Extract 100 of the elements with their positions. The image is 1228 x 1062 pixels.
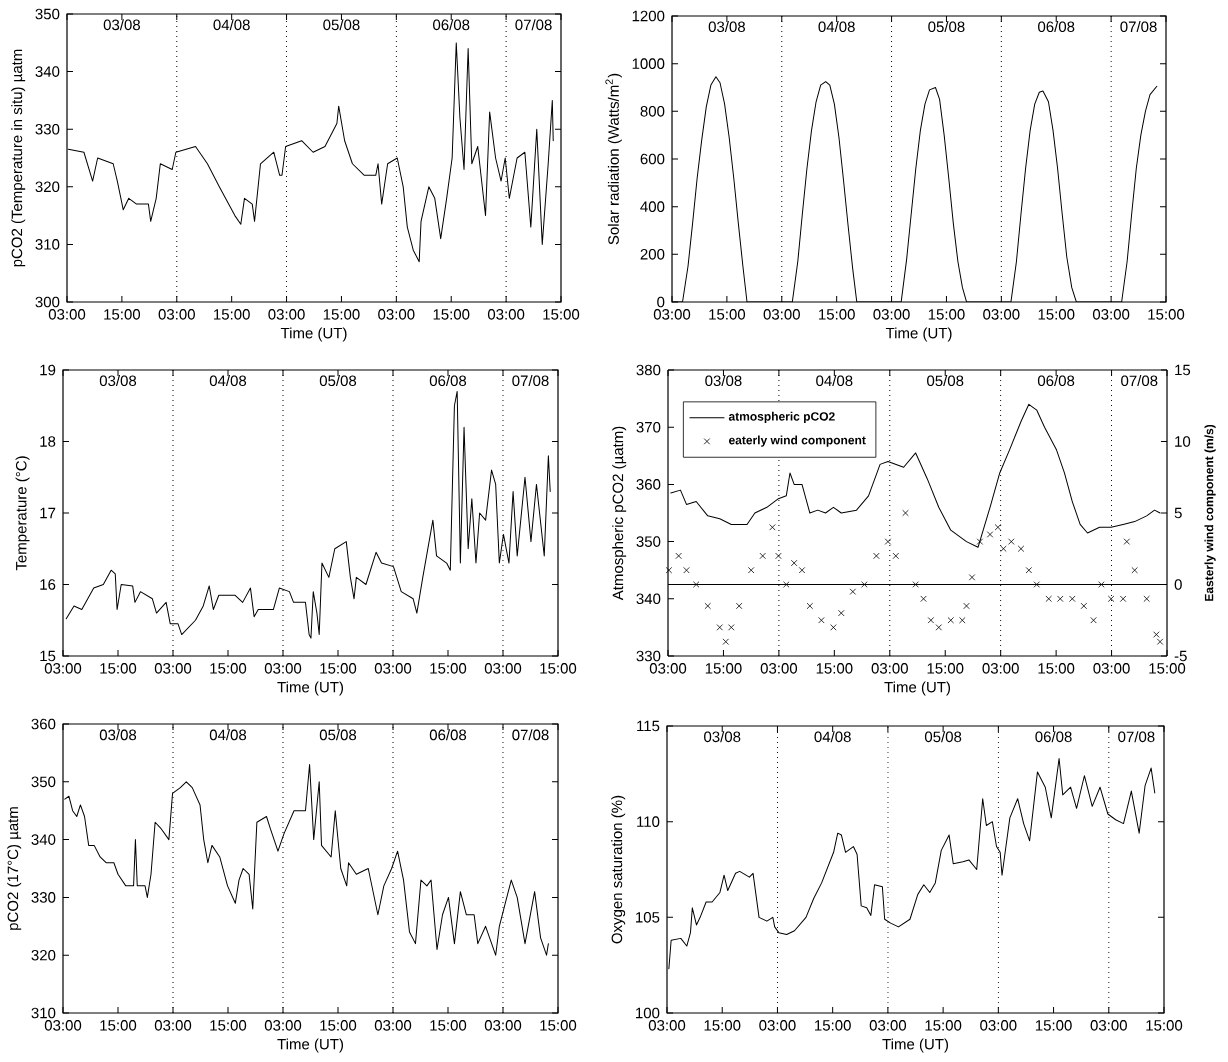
- y-tick-label: 105: [636, 912, 660, 923]
- x-tick-label: 15:00: [323, 309, 360, 320]
- x-tick-label: 15:00: [543, 309, 580, 320]
- x-tick-label: 03:00: [759, 1020, 796, 1031]
- x-tick-label: 03:00: [48, 309, 86, 320]
- annotation: 04/08: [209, 729, 247, 741]
- x-tick-label: 15:00: [927, 663, 964, 674]
- annotation: 05/08: [319, 729, 357, 741]
- annotation: 05/08: [319, 375, 357, 387]
- annotation: 03/08: [708, 21, 745, 33]
- annotation: 06/08: [1038, 21, 1075, 33]
- x-tick-label: 03:00: [268, 309, 305, 320]
- y-tick-label: 340: [636, 593, 661, 605]
- annotation: 03/08: [99, 375, 137, 387]
- annotation: 03/08: [99, 729, 137, 741]
- x-tick-label: 03:00: [374, 663, 412, 674]
- x-tick-label: 15:00: [210, 1020, 247, 1031]
- annotation: 07/08: [512, 729, 549, 741]
- x-tick-label: 03:00: [484, 1020, 522, 1031]
- x-tick-label: 15:00: [540, 663, 577, 674]
- y-tick-label: 350: [636, 536, 661, 547]
- x-tick-label: 03:00: [760, 663, 798, 674]
- annotation: 05/08: [924, 731, 962, 743]
- x-tick-label: 15:00: [928, 309, 965, 320]
- x-axis-title: Time (UT): [277, 1038, 344, 1053]
- x-tick-label: 15:00: [815, 1020, 851, 1031]
- y-axis-title: Oxygen saturation (%): [611, 795, 626, 944]
- y-tick-label: 370: [636, 421, 661, 433]
- y-tick-label: 15: [40, 650, 56, 662]
- y-tick-label: 200: [640, 249, 665, 260]
- legend-label: eaterly wind component: [728, 435, 866, 447]
- y-tick-label: 110: [637, 816, 660, 827]
- annotation: 03/08: [103, 19, 140, 31]
- y-axis-title: Temperature (°C): [15, 456, 30, 571]
- y2-tick-label: 15: [1175, 364, 1191, 376]
- y-tick-label: 300: [35, 296, 60, 308]
- y2-tick-label: -5: [1174, 650, 1187, 662]
- y-tick-label: 800: [640, 106, 665, 117]
- x-tick-label: 03:00: [653, 309, 691, 320]
- annotation: 07/08: [1120, 21, 1157, 33]
- annotation: 06/08: [433, 19, 470, 31]
- x-tick-label: 15:00: [100, 663, 137, 674]
- y-tick-label: 310: [31, 1007, 56, 1019]
- x-tick-label: 15:00: [104, 309, 141, 320]
- y2-tick-label: 0: [1174, 579, 1182, 590]
- x-tick-label: 03:00: [869, 1020, 907, 1031]
- x-tick-label: 15:00: [925, 1020, 962, 1031]
- y-tick-label: 330: [636, 650, 661, 662]
- x-tick-label: 03:00: [648, 1020, 686, 1031]
- annotation: 04/08: [818, 21, 855, 33]
- y-tick-label: 310: [35, 239, 60, 250]
- x-axis-title: Time (UT): [884, 681, 951, 696]
- x-tick-label: 03:00: [264, 1020, 302, 1031]
- annotation: 06/08: [429, 375, 467, 387]
- x-tick-label: 03:00: [1093, 663, 1130, 674]
- legend-label: atmospheric pCO2: [728, 411, 835, 424]
- x-tick-label: 15:00: [100, 1020, 137, 1031]
- y-axis-title: pCO2 (Temperature in situ) µatm: [11, 49, 26, 267]
- annotation: 07/08: [1121, 375, 1158, 387]
- x-tick-label: 03:00: [873, 309, 910, 320]
- x-tick-label: 03:00: [44, 1020, 82, 1031]
- x-tick-label: 03:00: [154, 1020, 192, 1031]
- x-tick-label: 03:00: [871, 663, 908, 674]
- x-tick-label: 03:00: [983, 309, 1020, 320]
- annotation: 07/08: [515, 19, 552, 31]
- y-tick-label: 17: [40, 507, 56, 519]
- x-tick-label: 03:00: [154, 663, 192, 674]
- x-tick-label: 15:00: [1035, 1020, 1072, 1031]
- x-tick-label: 03:00: [158, 309, 195, 320]
- y-axis-title: pCO2 (17°C) µatm: [7, 807, 22, 930]
- x-tick-label: 03:00: [44, 663, 82, 674]
- y-tick-label: 350: [35, 8, 60, 20]
- x-tick-label: 15:00: [704, 1020, 741, 1031]
- y-tick-label: 350: [31, 776, 56, 788]
- y2-tick-label: 5: [1174, 507, 1182, 519]
- x-tick-label: 15:00: [1149, 663, 1186, 674]
- annotation: 05/08: [928, 21, 965, 33]
- y-tick-label: 1200: [632, 10, 665, 22]
- x-tick-label: 03:00: [980, 1020, 1017, 1031]
- y-tick-label: 340: [31, 834, 56, 845]
- x-tick-label: 03:00: [763, 309, 800, 320]
- y-tick-label: 400: [640, 201, 665, 212]
- x-tick-label: 03:00: [378, 309, 415, 320]
- y-tick-label: 380: [636, 364, 661, 376]
- x-tick-label: 03:00: [649, 663, 687, 674]
- x-tick-label: 15:00: [816, 663, 853, 674]
- x-tick-label: 03:00: [484, 663, 522, 674]
- x-tick-label: 15:00: [320, 1020, 357, 1031]
- y-tick-label: 340: [35, 66, 60, 77]
- annotation: 06/08: [1035, 731, 1072, 743]
- annotation: 04/08: [209, 375, 247, 387]
- x-tick-label: 15:00: [1038, 309, 1075, 320]
- y-tick-label: 360: [31, 718, 56, 730]
- x-tick-label: 03:00: [1090, 1020, 1127, 1031]
- annotation: 03/08: [704, 731, 741, 743]
- annotation: 04/08: [213, 19, 250, 31]
- annotation: 07/08: [512, 375, 549, 387]
- y-tick-label: 360: [636, 479, 661, 490]
- y-axis-title: Atmospheric pCO2 (µatm): [612, 426, 627, 601]
- x-tick-label: 15:00: [1038, 663, 1075, 674]
